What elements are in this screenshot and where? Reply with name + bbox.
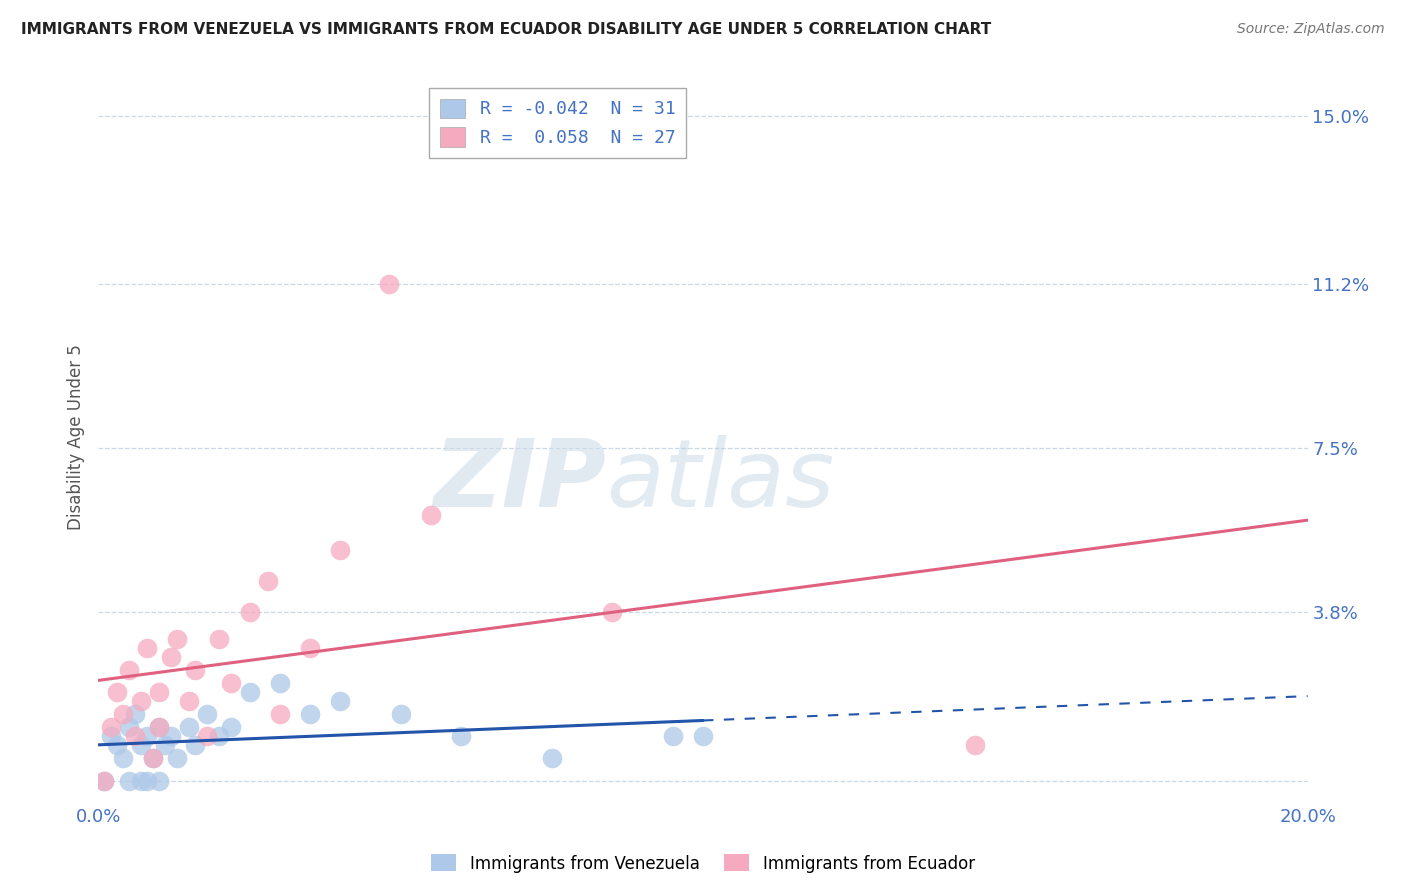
Point xyxy=(184,663,207,677)
Point xyxy=(329,543,352,558)
Point xyxy=(142,751,165,765)
Point xyxy=(118,773,141,788)
Point xyxy=(111,751,134,765)
Point xyxy=(692,729,714,743)
Point xyxy=(239,685,262,699)
Point xyxy=(148,685,170,699)
Point xyxy=(184,738,207,752)
Point xyxy=(256,574,278,589)
Point xyxy=(377,277,399,292)
Point xyxy=(661,729,683,743)
Point xyxy=(450,729,472,743)
Point xyxy=(269,707,291,722)
Legend: Immigrants from Venezuela, Immigrants from Ecuador: Immigrants from Venezuela, Immigrants fr… xyxy=(425,847,981,880)
Point xyxy=(299,707,322,722)
Point xyxy=(299,640,322,655)
Point xyxy=(221,676,243,690)
Point xyxy=(124,707,146,722)
Point xyxy=(208,632,231,646)
Point xyxy=(100,729,122,743)
Point xyxy=(221,721,243,735)
Point xyxy=(124,729,146,743)
Point xyxy=(129,694,152,708)
Y-axis label: Disability Age Under 5: Disability Age Under 5 xyxy=(66,344,84,530)
Point xyxy=(602,605,624,619)
Point xyxy=(389,707,412,722)
Point xyxy=(118,721,141,735)
Point xyxy=(179,721,201,735)
Point xyxy=(329,694,352,708)
Point xyxy=(100,721,122,735)
Point xyxy=(179,694,201,708)
Text: IMMIGRANTS FROM VENEZUELA VS IMMIGRANTS FROM ECUADOR DISABILITY AGE UNDER 5 CORR: IMMIGRANTS FROM VENEZUELA VS IMMIGRANTS … xyxy=(21,22,991,37)
Point xyxy=(111,707,134,722)
Point xyxy=(105,738,128,752)
Point xyxy=(420,508,443,522)
Point xyxy=(105,685,128,699)
Point xyxy=(160,649,183,664)
Point xyxy=(160,729,183,743)
Text: atlas: atlas xyxy=(606,435,835,526)
Point xyxy=(166,751,188,765)
Legend: R = -0.042  N = 31, R =  0.058  N = 27: R = -0.042 N = 31, R = 0.058 N = 27 xyxy=(429,87,686,158)
Point xyxy=(135,729,157,743)
Point xyxy=(135,773,157,788)
Point xyxy=(118,663,141,677)
Point xyxy=(195,707,218,722)
Point xyxy=(540,751,562,765)
Point xyxy=(965,738,987,752)
Point xyxy=(195,729,218,743)
Point xyxy=(129,738,152,752)
Point xyxy=(208,729,231,743)
Point xyxy=(153,738,176,752)
Point xyxy=(93,773,115,788)
Point xyxy=(142,751,165,765)
Point xyxy=(93,773,115,788)
Point xyxy=(129,773,152,788)
Point xyxy=(166,632,188,646)
Point xyxy=(148,721,170,735)
Point xyxy=(148,721,170,735)
Point xyxy=(239,605,262,619)
Point xyxy=(135,640,157,655)
Text: Source: ZipAtlas.com: Source: ZipAtlas.com xyxy=(1237,22,1385,37)
Point xyxy=(148,773,170,788)
Text: ZIP: ZIP xyxy=(433,435,606,527)
Point xyxy=(269,676,291,690)
